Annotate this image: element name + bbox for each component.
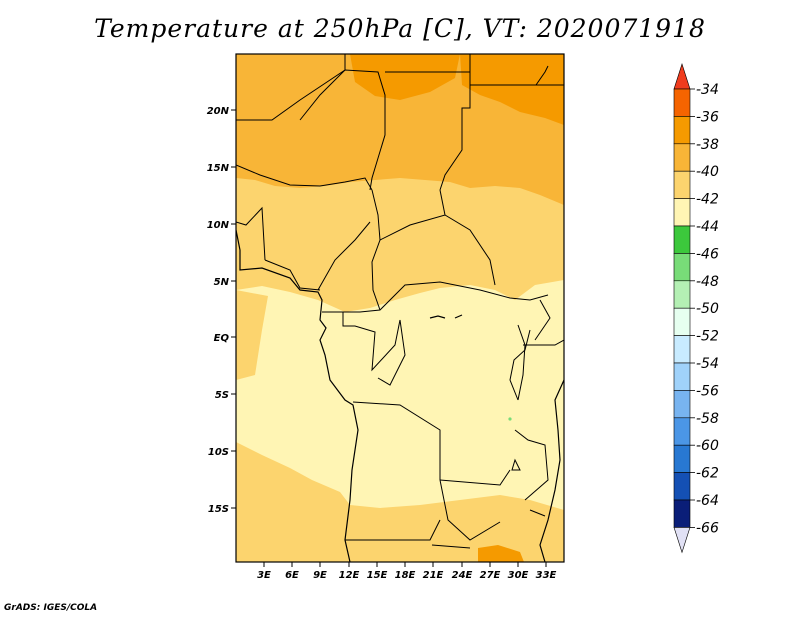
colorbar-band bbox=[673, 88, 691, 117]
lon-label: 18E bbox=[395, 570, 416, 581]
colorbar-label: -62 bbox=[696, 466, 719, 482]
colorbar-band bbox=[673, 335, 691, 364]
colorbar-label: -44 bbox=[696, 219, 719, 235]
map-title: Temperature at 250hPa [C], VT: 202007191… bbox=[94, 14, 706, 43]
colorbar-band bbox=[673, 116, 691, 145]
colorbar-label: -34 bbox=[696, 82, 719, 98]
colorbar-label: -36 bbox=[696, 109, 719, 125]
colorbar-band bbox=[673, 472, 691, 501]
lat-label: 15N bbox=[207, 163, 230, 174]
colorbar-band bbox=[673, 362, 691, 391]
grads-credit: GrADS: IGES/COLA bbox=[4, 603, 98, 613]
lon-label: 6E bbox=[285, 570, 299, 581]
lon-label: 3E bbox=[257, 570, 271, 581]
lat-label: 15S bbox=[208, 504, 229, 515]
field-band-36-north bbox=[350, 54, 460, 100]
field-cold-spot bbox=[508, 417, 512, 421]
colorbar-label: -48 bbox=[696, 274, 719, 290]
colorbar-bottom-triangle bbox=[673, 527, 691, 554]
colorbar-band bbox=[673, 307, 691, 336]
colorbar-label: -52 bbox=[696, 329, 719, 345]
colorbar-label: -58 bbox=[696, 411, 719, 427]
colorbar-top-triangle bbox=[673, 63, 691, 90]
colorbar-band bbox=[673, 143, 691, 172]
lon-label: 12E bbox=[339, 570, 360, 581]
lat-axis: 20N 15N 10N 5N EQ 5S 10S 15S bbox=[207, 106, 236, 515]
colorbar-band bbox=[673, 253, 691, 282]
colorbar-label: -38 bbox=[696, 137, 719, 153]
lon-label: 27E bbox=[480, 570, 501, 581]
colorbar-band bbox=[673, 417, 691, 446]
colorbar-band bbox=[673, 499, 691, 528]
colorbar-band bbox=[673, 390, 691, 419]
colorbar-label: -60 bbox=[696, 438, 719, 454]
colorbar: -34 -36 -38 -40 -42 -44 -46 -48 -50 -52 -54 -56 -58 -… bbox=[673, 63, 719, 554]
lon-label: 9E bbox=[313, 570, 327, 581]
lon-label: 15E bbox=[367, 570, 388, 581]
lon-label: 21E bbox=[423, 570, 444, 581]
field-band-40-southwest bbox=[236, 442, 564, 562]
lat-label: 10S bbox=[208, 447, 229, 458]
lon-label: 30E bbox=[508, 570, 529, 581]
colorbar-band bbox=[673, 280, 691, 309]
colorbar-label: -40 bbox=[696, 164, 719, 180]
colorbar-label: -50 bbox=[696, 301, 719, 317]
lat-label: 5S bbox=[215, 390, 229, 401]
map-frame bbox=[235, 53, 565, 563]
lat-label: EQ bbox=[214, 333, 230, 344]
coastline bbox=[236, 229, 564, 562]
colorbar-band bbox=[673, 170, 691, 199]
colorbar-label: -66 bbox=[696, 520, 719, 536]
lat-label: 5N bbox=[214, 277, 230, 288]
colorbar-band bbox=[673, 444, 691, 473]
lat-label: 10N bbox=[207, 220, 230, 231]
lat-label: 20N bbox=[207, 106, 230, 117]
temperature-field bbox=[236, 54, 564, 562]
lon-label: 24E bbox=[452, 570, 473, 581]
colorbar-label: -46 bbox=[696, 246, 719, 262]
country-borders bbox=[236, 54, 564, 549]
colorbar-band bbox=[673, 198, 691, 227]
colorbar-label: -56 bbox=[696, 383, 719, 399]
field-band-40-west bbox=[236, 290, 268, 380]
field-band-36-south bbox=[478, 545, 524, 562]
lon-axis: 3E 6E 9E 12E 15E 18E 21E 24E 27E 30E 33E bbox=[257, 562, 557, 581]
colorbar-label: -54 bbox=[696, 356, 719, 372]
colorbar-label: -64 bbox=[696, 493, 719, 509]
colorbar-label: -42 bbox=[696, 192, 719, 208]
colorbar-band bbox=[673, 225, 691, 254]
field-band-36-east bbox=[460, 54, 564, 125]
lon-label: 33E bbox=[536, 570, 557, 581]
